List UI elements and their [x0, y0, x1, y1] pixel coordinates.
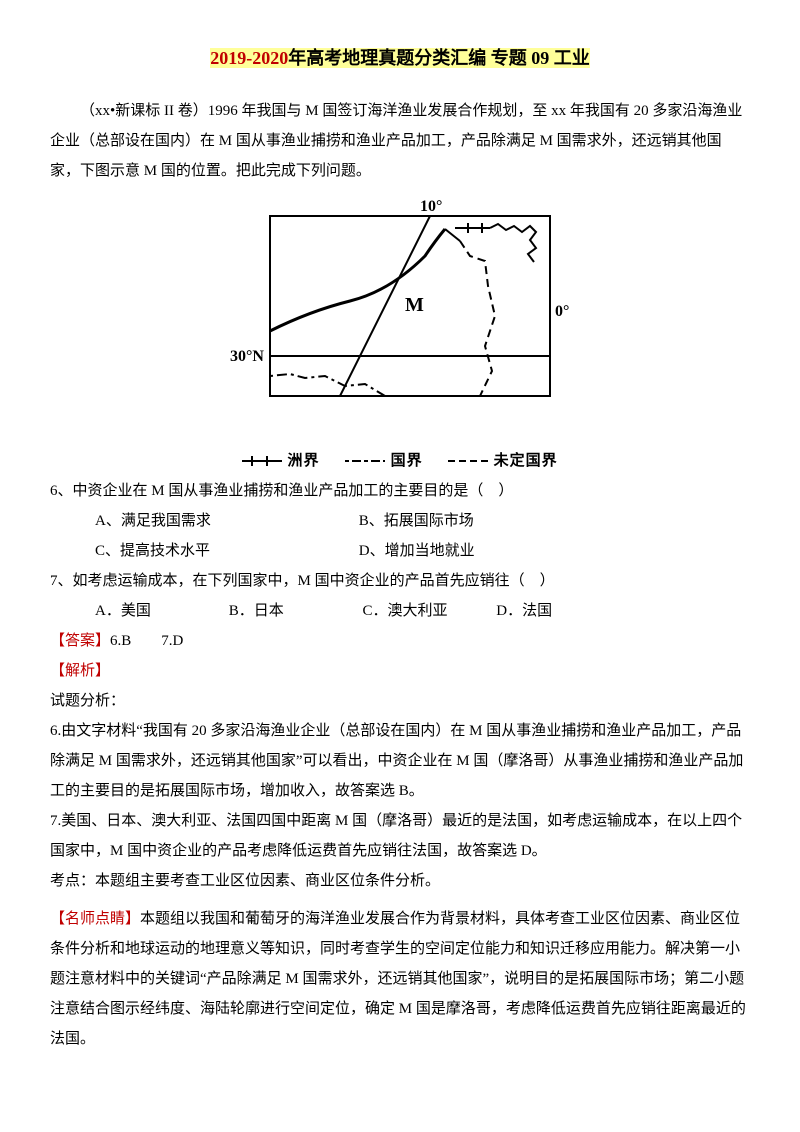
label-m: M: [405, 294, 424, 316]
intro-text: （xx•新课标 II 卷）1996 年我国与 M 国签订海洋渔业发展合作规划，至…: [50, 96, 750, 186]
tip-label: 【名师点睛】: [50, 911, 140, 927]
q6-options: A、满足我国需求 B、拓展国际市场 C、提高技术水平 D、增加当地就业: [50, 506, 750, 566]
q7-c: C．澳大利亚: [363, 596, 493, 626]
q7-b: B．日本: [229, 596, 359, 626]
page-title: 2019-2020年高考地理真题分类汇编 专题 09 工业: [50, 40, 750, 76]
answer-label: 【答案】: [50, 633, 110, 649]
title-red: 2019-2020: [210, 48, 288, 68]
analysis-p7: 7.美国、日本、澳大利亚、法国四国中距离 M 国（摩洛哥）最近的是法国，如考虑运…: [50, 806, 750, 866]
map-legend: 洲界 国界 未定国界: [50, 446, 750, 476]
label-0deg: 0°: [555, 303, 569, 320]
q7-a: A．美国: [95, 596, 225, 626]
q7-d: D．法国: [496, 603, 552, 619]
q6-c: C、提高技术水平: [95, 536, 355, 566]
tip-block: 【名师点睛】本题组以我国和葡萄牙的海洋渔业发展合作为背景材料，具体考查工业区位因…: [50, 904, 750, 1054]
label-30n: 30°N: [230, 348, 264, 365]
q7-options: A．美国 B．日本 C．澳大利亚 D．法国: [50, 596, 750, 626]
legend-a: 洲界: [288, 452, 320, 469]
legend-b: 国界: [391, 452, 423, 469]
q6-d: D、增加当地就业: [359, 543, 475, 559]
tip-text: 本题组以我国和葡萄牙的海洋渔业发展合作为背景材料，具体考查工业区位因素、商业区位…: [50, 911, 746, 1047]
answer-text: 6.B 7.D: [110, 633, 183, 649]
map-figure: 10° 30°N 0° M: [50, 196, 750, 436]
label-10deg: 10°: [420, 198, 442, 215]
q7-stem: 7、如考虑运输成本，在下列国家中，M 国中资企业的产品首先应销往（ ）: [50, 566, 750, 596]
title-black: 年高考地理真题分类汇编 专题 09 工业: [288, 48, 590, 68]
q6-a: A、满足我国需求: [95, 506, 355, 536]
q6-stem: 6、中资企业在 M 国从事渔业捕捞和渔业产品加工的主要目的是（ ）: [50, 476, 750, 506]
analysis-sub: 试题分析：: [50, 686, 750, 716]
analysis-topic: 考点：本题组主要考查工业区位因素、商业区位条件分析。: [50, 866, 750, 896]
answer-line: 【答案】6.B 7.D: [50, 626, 750, 656]
analysis-block: 试题分析： 6.由文字材料“我国有 20 多家沿海渔业企业（总部设在国内）在 M…: [50, 686, 750, 896]
analysis-label: 【解析】: [50, 663, 110, 679]
q6-b: B、拓展国际市场: [359, 513, 474, 529]
analysis-p6: 6.由文字材料“我国有 20 多家沿海渔业企业（总部设在国内）在 M 国从事渔业…: [50, 716, 750, 806]
legend-c: 未定国界: [494, 452, 558, 469]
